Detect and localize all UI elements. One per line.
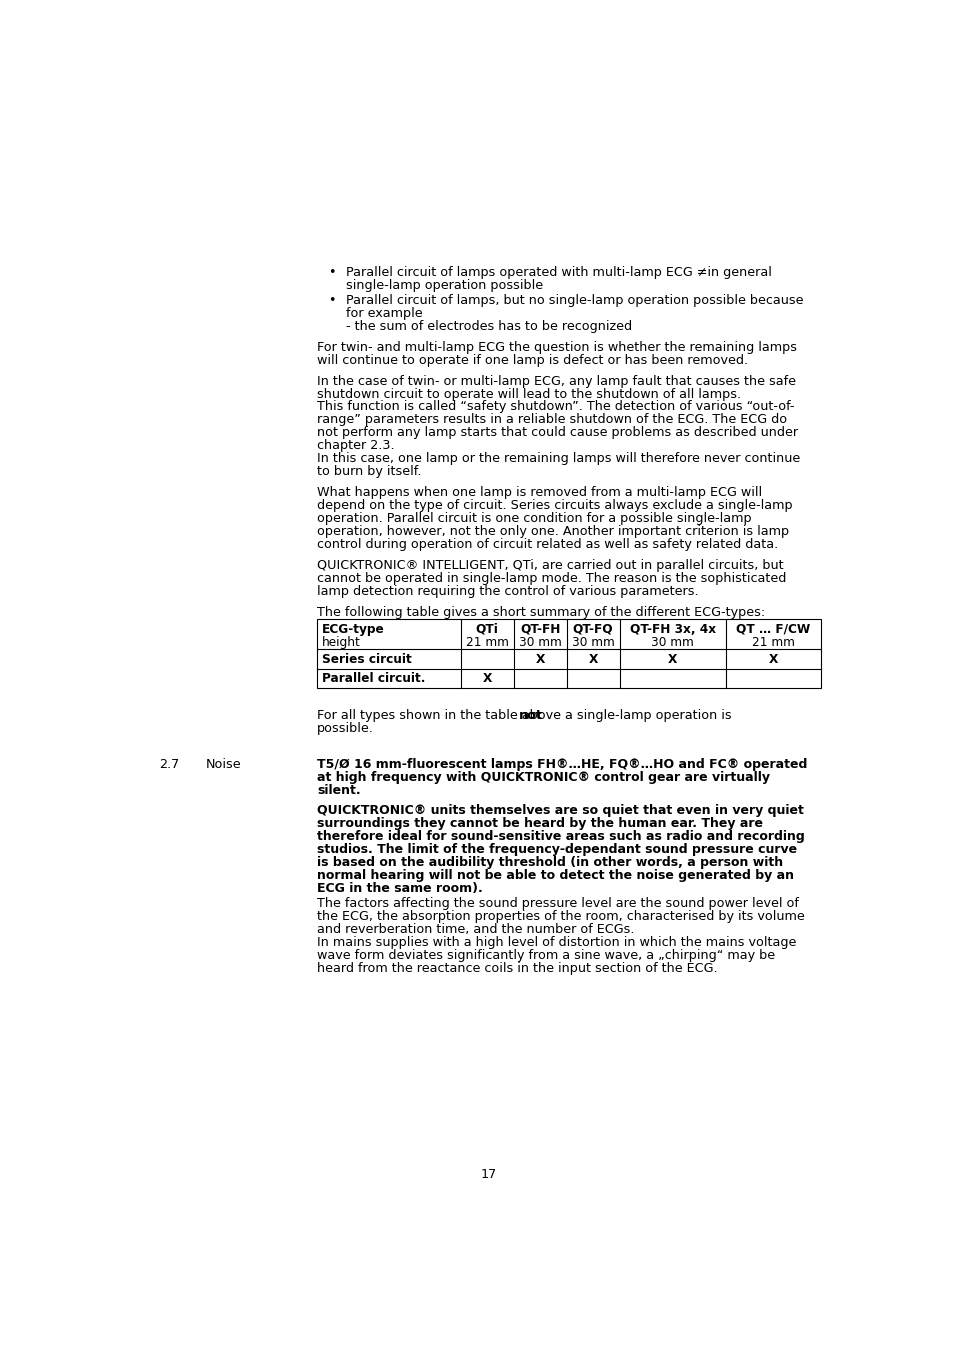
Text: 21 mm: 21 mm (751, 636, 794, 648)
Text: Parallel circuit.: Parallel circuit. (321, 673, 424, 685)
Text: height: height (321, 636, 360, 648)
Text: The following table gives a short summary of the different ECG-types:: The following table gives a short summar… (316, 605, 764, 619)
Text: X: X (768, 653, 778, 666)
Text: not perform any lamp starts that could cause problems as described under: not perform any lamp starts that could c… (316, 427, 797, 439)
Text: normal hearing will not be able to detect the noise generated by an: normal hearing will not be able to detec… (316, 869, 793, 882)
Text: For all types shown in the table above a single-lamp operation is: For all types shown in the table above a… (316, 709, 735, 721)
Text: single-lamp operation possible: single-lamp operation possible (346, 280, 543, 292)
Text: •: • (328, 295, 335, 307)
Text: is based on the audibility threshold (in other words, a person with: is based on the audibility threshold (in… (316, 855, 782, 869)
Text: In mains supplies with a high level of distortion in which the mains voltage: In mains supplies with a high level of d… (316, 935, 796, 948)
Text: heard from the reactance coils in the input section of the ECG.: heard from the reactance coils in the in… (316, 962, 717, 974)
Text: QTi: QTi (476, 623, 498, 636)
Text: operation. Parallel circuit is one condition for a possible single-lamp: operation. Parallel circuit is one condi… (316, 512, 751, 526)
Text: Noise: Noise (206, 758, 241, 771)
Text: 17: 17 (480, 1167, 497, 1181)
Text: possible.: possible. (316, 721, 374, 735)
Text: QT-FQ: QT-FQ (572, 623, 613, 636)
Text: This function is called “safety shutdown”. The detection of various “out-of-: This function is called “safety shutdown… (316, 400, 794, 413)
Text: QT-FH 3x, 4x: QT-FH 3x, 4x (629, 623, 715, 636)
Text: control during operation of circuit related as well as safety related data.: control during operation of circuit rela… (316, 538, 778, 551)
Text: For twin- and multi-lamp ECG the question is whether the remaining lamps: For twin- and multi-lamp ECG the questio… (316, 340, 796, 354)
Text: 30 mm: 30 mm (571, 636, 614, 648)
Text: chapter 2.3.: chapter 2.3. (316, 439, 395, 453)
Text: •: • (328, 266, 335, 280)
Text: for example: for example (346, 307, 422, 320)
Text: X: X (588, 653, 598, 666)
Text: In the case of twin- or multi-lamp ECG, any lamp fault that causes the safe: In the case of twin- or multi-lamp ECG, … (316, 374, 795, 388)
Text: silent.: silent. (316, 785, 360, 797)
Text: X: X (535, 653, 544, 666)
Text: QT-FH: QT-FH (519, 623, 559, 636)
Text: depend on the type of circuit. Series circuits always exclude a single-lamp: depend on the type of circuit. Series ci… (316, 499, 792, 512)
Text: Parallel circuit of lamps, but no single-lamp operation possible because: Parallel circuit of lamps, but no single… (346, 295, 803, 307)
Text: wave form deviates significantly from a sine wave, a „chirping“ may be: wave form deviates significantly from a … (316, 948, 774, 962)
Text: ECG-type: ECG-type (321, 623, 384, 636)
Text: will continue to operate if one lamp is defect or has been removed.: will continue to operate if one lamp is … (316, 354, 747, 366)
Text: ECG in the same room).: ECG in the same room). (316, 882, 482, 894)
Text: In this case, one lamp or the remaining lamps will therefore never continue: In this case, one lamp or the remaining … (316, 453, 800, 466)
Text: cannot be operated in single-lamp mode. The reason is the sophisticated: cannot be operated in single-lamp mode. … (316, 571, 785, 585)
Text: - the sum of electrodes has to be recognized: - the sum of electrodes has to be recogn… (346, 320, 632, 332)
Text: not: not (518, 709, 542, 721)
Text: surroundings they cannot be heard by the human ear. They are: surroundings they cannot be heard by the… (316, 817, 762, 830)
Text: at high frequency with QUICKTRONIC® control gear are virtually: at high frequency with QUICKTRONIC® cont… (316, 771, 769, 785)
Text: QT … F/CW: QT … F/CW (736, 623, 810, 636)
Text: QUICKTRONIC® INTELLIGENT, QTi, are carried out in parallel circuits, but: QUICKTRONIC® INTELLIGENT, QTi, are carri… (316, 559, 782, 571)
Text: studios. The limit of the frequency-dependant sound pressure curve: studios. The limit of the frequency-depe… (316, 843, 796, 855)
Text: range” parameters results in a reliable shutdown of the ECG. The ECG do: range” parameters results in a reliable … (316, 413, 786, 427)
Text: T5/Ø 16 mm-fluorescent lamps FH®…HE, FQ®…HO and FC® operated: T5/Ø 16 mm-fluorescent lamps FH®…HE, FQ®… (316, 758, 806, 771)
Text: 21 mm: 21 mm (465, 636, 508, 648)
Text: The factors affecting the sound pressure level are the sound power level of: The factors affecting the sound pressure… (316, 897, 798, 909)
Text: shutdown circuit to operate will lead to the shutdown of all lamps.: shutdown circuit to operate will lead to… (316, 388, 740, 400)
Text: operation, however, not the only one. Another important criterion is lamp: operation, however, not the only one. An… (316, 526, 788, 538)
Text: X: X (667, 653, 677, 666)
Text: 2.7: 2.7 (159, 758, 179, 771)
Text: lamp detection requiring the control of various parameters.: lamp detection requiring the control of … (316, 585, 698, 598)
Bar (316, 619, 821, 688)
Text: What happens when one lamp is removed from a multi-lamp ECG will: What happens when one lamp is removed fr… (316, 486, 761, 500)
Text: QUICKTRONIC® units themselves are so quiet that even in very quiet: QUICKTRONIC® units themselves are so qui… (316, 804, 803, 817)
Text: 30 mm: 30 mm (518, 636, 561, 648)
Text: 30 mm: 30 mm (651, 636, 693, 648)
Text: Series circuit: Series circuit (321, 653, 411, 666)
Text: Parallel circuit of lamps operated with multi-lamp ECG ≠in general: Parallel circuit of lamps operated with … (346, 266, 771, 280)
Text: and reverberation time, and the number of ECGs.: and reverberation time, and the number o… (316, 923, 634, 936)
Text: therefore ideal for sound-sensitive areas such as radio and recording: therefore ideal for sound-sensitive area… (316, 830, 803, 843)
Text: the ECG, the absorption properties of the room, characterised by its volume: the ECG, the absorption properties of th… (316, 909, 803, 923)
Text: to burn by itself.: to burn by itself. (316, 466, 421, 478)
Text: X: X (482, 673, 492, 685)
